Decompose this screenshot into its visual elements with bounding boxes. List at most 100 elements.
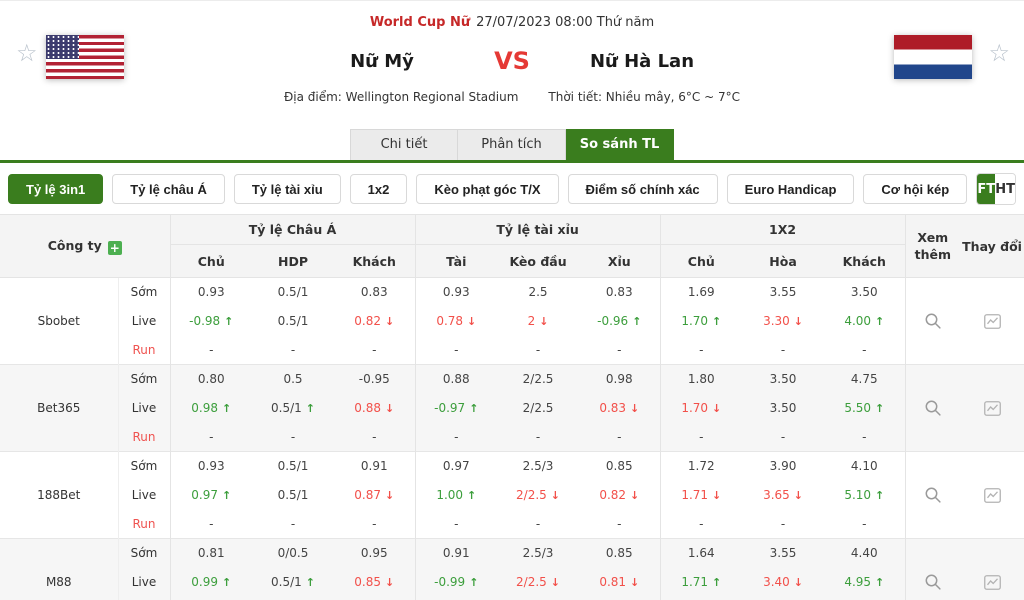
up-arrow-icon: ↑ xyxy=(875,402,885,415)
trend-chart-icon[interactable] xyxy=(983,487,1001,503)
odds-cell: - xyxy=(252,596,334,600)
odds-cell: 0.5 xyxy=(252,364,334,394)
odds-cell: 0.97 xyxy=(414,451,498,481)
tab-so-sanh-tl[interactable]: So sánh TL xyxy=(566,129,674,160)
odds-cell: -0.97 ↑ xyxy=(414,393,498,423)
odds-cell: 1.00 ↑ xyxy=(414,480,498,510)
odds-change-cell[interactable] xyxy=(960,538,1024,600)
up-arrow-icon: ↑ xyxy=(469,402,479,415)
odds-cell: 0/0.5 xyxy=(252,538,334,568)
row-type-label: Sớm xyxy=(117,538,170,568)
odds-cell: 2/2.5 ↓ xyxy=(497,567,580,597)
odds-cell: - xyxy=(169,335,252,365)
favorite-away-star-icon[interactable]: ☆ xyxy=(988,39,1010,67)
up-arrow-icon: ↑ xyxy=(222,402,232,415)
odds-change-cell[interactable] xyxy=(960,277,1024,365)
league-line: World Cup Nữ 27/07/2023 08:00 Thứ năm xyxy=(0,15,1024,30)
odds-row: Run--------- xyxy=(0,422,1024,452)
odds-cell: - xyxy=(780,516,786,531)
odds-cell: 0.83 xyxy=(579,277,661,307)
odds-cell: - xyxy=(535,516,541,531)
view-more-cell[interactable] xyxy=(904,451,961,539)
subheader-ah-away: Khách xyxy=(334,244,416,278)
down-arrow-icon: ↓ xyxy=(539,315,549,328)
magnifier-icon[interactable] xyxy=(924,399,942,417)
odds-filter-bar: Tỷ lệ 3in1 Tỷ lệ châu Á Tỷ lệ tài xỉu 1x… xyxy=(0,163,1024,214)
odds-cell: - xyxy=(169,509,252,539)
group-header-asian-handicap: Tỷ lệ Châu Á xyxy=(169,214,416,245)
magnifier-icon[interactable] xyxy=(924,312,942,330)
odds-cell: 1.71 ↓ xyxy=(659,480,743,510)
down-arrow-icon: ↓ xyxy=(630,576,640,589)
view-more-cell[interactable] xyxy=(904,538,961,600)
odds-cell: 0.95 xyxy=(334,538,416,568)
odds-change-cell[interactable] xyxy=(960,451,1024,539)
odds-cell: 3.50 xyxy=(824,277,906,307)
tab-phan-tich[interactable]: Phân tích xyxy=(458,129,566,160)
odds-comparison-table: Công ty + Tỷ lệ Châu Á Tỷ lệ tài xỉu 1X2 … xyxy=(0,214,1024,600)
filter-ty-le-chau-a[interactable]: Tỷ lệ châu Á xyxy=(112,174,225,204)
up-arrow-icon: ↑ xyxy=(632,315,642,328)
company-name: 188Bet xyxy=(0,451,118,539)
tab-chi-tiet[interactable]: Chi tiết xyxy=(350,129,458,160)
odds-cell: 0.82 ↓ xyxy=(599,488,640,502)
odds-cell: 0.85 xyxy=(579,538,661,568)
odds-cell: - xyxy=(579,596,661,600)
period-ft-button[interactable]: FT xyxy=(977,174,996,204)
up-arrow-icon: ↑ xyxy=(875,315,885,328)
odds-row: Bet365 Sớm 0.80 0.5 -0.95 0.88 2/2.5 0.98 1.80 3.… xyxy=(0,364,1024,452)
company-header: Công ty + xyxy=(0,214,170,278)
odds-cell: 0.98 xyxy=(579,364,661,394)
trend-chart-icon[interactable] xyxy=(983,313,1001,329)
odds-cell: 0.81 xyxy=(169,538,252,568)
away-team-name: Nữ Hà Lan xyxy=(589,50,695,72)
odds-cell: - xyxy=(659,335,743,365)
filter-ty-le-tai-xiu[interactable]: Tỷ lệ tài xỉu xyxy=(233,174,341,204)
add-company-plus-icon[interactable]: + xyxy=(107,240,122,255)
odds-cell: - xyxy=(334,422,416,452)
odds-cell: -0.98 ↑ xyxy=(169,306,252,336)
odds-cell: 0.85 xyxy=(579,451,661,481)
odds-cell: - xyxy=(372,516,377,531)
company-name: M88 xyxy=(0,538,118,600)
odds-cell: -0.95 xyxy=(334,364,416,394)
odds-cell: 0.91 xyxy=(334,451,416,481)
odds-cell: - xyxy=(659,509,743,539)
row-type-label: Live xyxy=(117,306,170,336)
filter-diem-so-chinh-xac[interactable]: Điểm số chính xác xyxy=(567,174,718,204)
odds-cell: 0.85 ↓ xyxy=(334,567,416,597)
up-arrow-icon: ↑ xyxy=(469,576,479,589)
odds-cell: 0.81 ↓ xyxy=(579,567,661,597)
odds-cell: 2/2.5 ↓ xyxy=(516,488,561,502)
odds-row: M88 Sớm 0.81 0/0.5 0.95 0.91 2.5/3 0.85 1.64 3.55… xyxy=(0,538,1024,600)
filter-ty-le-3in1[interactable]: Tỷ lệ 3in1 xyxy=(8,174,104,204)
change-header: Thay đổi xyxy=(960,214,1024,278)
netherlands-flag xyxy=(894,35,972,79)
magnifier-icon[interactable] xyxy=(924,486,942,504)
odds-cell: 1.80 xyxy=(659,364,743,394)
filter-co-hoi-kep[interactable]: Cơ hội kép xyxy=(863,174,968,204)
favorite-home-star-icon[interactable]: ☆ xyxy=(16,39,38,67)
teams-line: Nữ Mỹ VS Nữ Hà Lan xyxy=(0,47,1024,75)
odds-cell: 2.5/3 xyxy=(497,451,580,481)
view-more-cell[interactable] xyxy=(904,277,961,365)
trend-chart-icon[interactable] xyxy=(983,400,1001,416)
row-type-label: Run xyxy=(117,335,170,365)
magnifier-icon[interactable] xyxy=(924,573,942,591)
trend-chart-icon[interactable] xyxy=(983,574,1001,590)
odds-cell: 2/2.5 xyxy=(497,364,580,394)
odds-row: Live 0.99 ↑ 0.5/1 ↑ 0.85 ↓ -0.99 ↑ 2/2.5 ↓ 0.81 ↓ 1.7… xyxy=(0,567,1024,597)
period-ht-button[interactable]: HT xyxy=(995,174,1015,204)
filter-1x2[interactable]: 1x2 xyxy=(349,174,408,204)
home-team-name: Nữ Mỹ xyxy=(350,50,414,72)
odds-cell: 1.70 ↓ xyxy=(659,393,743,423)
row-type-label: Run xyxy=(117,422,170,452)
view-more-cell[interactable] xyxy=(904,364,961,452)
odds-cell: 4.10 xyxy=(824,451,906,481)
row-type-label: Sớm xyxy=(117,277,170,307)
filter-keo-phat-goc[interactable]: Kèo phạt góc T/X xyxy=(416,174,559,204)
odds-cell: 0.83 xyxy=(334,277,416,307)
odds-change-cell[interactable] xyxy=(960,364,1024,452)
filter-euro-handicap[interactable]: Euro Handicap xyxy=(726,174,855,204)
more-header: Xem thêm xyxy=(904,214,961,278)
